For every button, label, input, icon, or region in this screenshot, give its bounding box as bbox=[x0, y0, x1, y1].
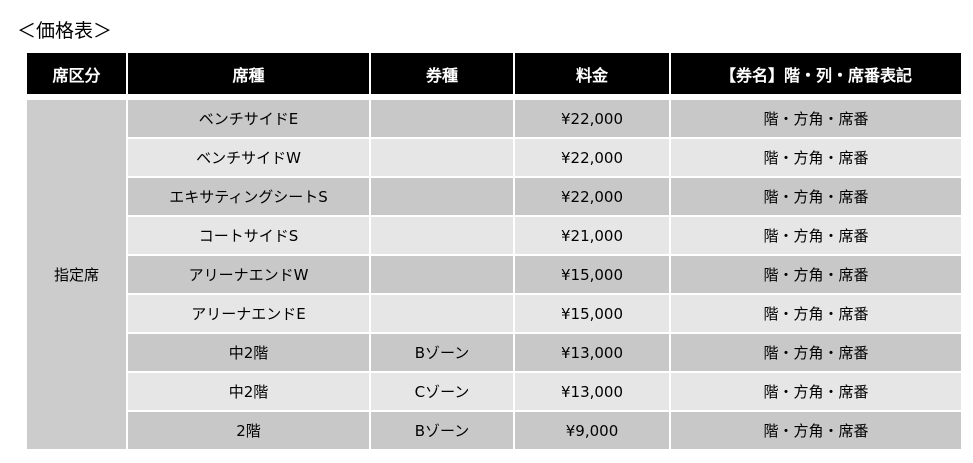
cell-ticket-type bbox=[371, 256, 513, 293]
cell-ticket-type bbox=[371, 178, 513, 215]
header-category: 席区分 bbox=[27, 53, 126, 94]
cell-notation: 階・方角・席番 bbox=[671, 217, 961, 254]
page-title: ＜価格表＞ bbox=[17, 20, 113, 42]
cell-seat-type: 2階 bbox=[128, 412, 369, 449]
cell-category: 指定席 bbox=[27, 100, 126, 449]
cell-notation: 階・方角・席番 bbox=[671, 295, 961, 332]
table-row: 中2階 Bゾーン ¥13,000 階・方角・席番 bbox=[27, 334, 961, 371]
table-row: 2階 Bゾーン ¥9,000 階・方角・席番 bbox=[27, 412, 961, 449]
header-price: 料金 bbox=[515, 53, 669, 94]
header-ticket-type: 券種 bbox=[371, 53, 513, 94]
price-table: 席区分 席種 券種 料金 【券名】階・列・席番表記 指定席 ベンチサイドE ¥22,… bbox=[25, 51, 963, 451]
cell-ticket-type bbox=[371, 100, 513, 137]
cell-seat-type: 中2階 bbox=[128, 373, 369, 410]
cell-price: ¥13,000 bbox=[515, 334, 669, 371]
cell-price: ¥9,000 bbox=[515, 412, 669, 449]
cell-price: ¥22,000 bbox=[515, 100, 669, 137]
cell-ticket-type bbox=[371, 295, 513, 332]
cell-seat-type: コートサイドS bbox=[128, 217, 369, 254]
cell-price: ¥22,000 bbox=[515, 178, 669, 215]
table-row: コートサイドS ¥21,000 階・方角・席番 bbox=[27, 217, 961, 254]
cell-notation: 階・方角・席番 bbox=[671, 334, 961, 371]
table-header: 席区分 席種 券種 料金 【券名】階・列・席番表記 bbox=[27, 53, 961, 94]
cell-notation: 階・方角・席番 bbox=[671, 412, 961, 449]
header-seat-type: 席種 bbox=[128, 53, 369, 94]
cell-seat-type: 中2階 bbox=[128, 334, 369, 371]
cell-notation: 階・方角・席番 bbox=[671, 100, 961, 137]
cell-price: ¥15,000 bbox=[515, 295, 669, 332]
cell-price: ¥22,000 bbox=[515, 139, 669, 176]
table-row: エキサティングシートS ¥22,000 階・方角・席番 bbox=[27, 178, 961, 215]
cell-notation: 階・方角・席番 bbox=[671, 178, 961, 215]
cell-price: ¥21,000 bbox=[515, 217, 669, 254]
table-row: ベンチサイドW ¥22,000 階・方角・席番 bbox=[27, 139, 961, 176]
table-row: 指定席 ベンチサイドE ¥22,000 階・方角・席番 bbox=[27, 100, 961, 449]
cell-ticket-type: Bゾーン bbox=[371, 334, 513, 371]
cell-ticket-type: Bゾーン bbox=[371, 412, 513, 449]
cell-price: ¥13,000 bbox=[515, 373, 669, 410]
cell-ticket-type bbox=[371, 217, 513, 254]
cell-notation: 階・方角・席番 bbox=[671, 256, 961, 293]
cell-notation: 階・方角・席番 bbox=[671, 373, 961, 410]
cell-seat-type: ベンチサイドE bbox=[128, 100, 369, 137]
table-row: アリーナエンドW ¥15,000 階・方角・席番 bbox=[27, 256, 961, 293]
cell-ticket-type: Cゾーン bbox=[371, 373, 513, 410]
cell-seat-type: アリーナエンドE bbox=[128, 295, 369, 332]
cell-seat-type: エキサティングシートS bbox=[128, 178, 369, 215]
cell-seat-type: ベンチサイドW bbox=[128, 139, 369, 176]
table-row: アリーナエンドE ¥15,000 階・方角・席番 bbox=[27, 295, 961, 332]
cell-notation: 階・方角・席番 bbox=[671, 139, 961, 176]
cell-price: ¥15,000 bbox=[515, 256, 669, 293]
cell-ticket-type bbox=[371, 139, 513, 176]
header-notation: 【券名】階・列・席番表記 bbox=[671, 53, 961, 94]
table-row: 中2階 Cゾーン ¥13,000 階・方角・席番 bbox=[27, 373, 961, 410]
cell-seat-type: アリーナエンドW bbox=[128, 256, 369, 293]
